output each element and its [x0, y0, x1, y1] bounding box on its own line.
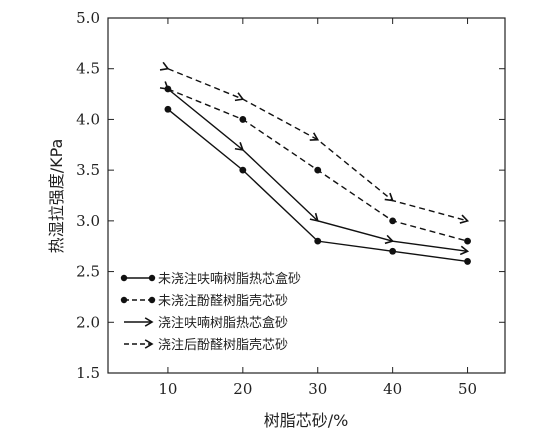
data-point-arrow: [159, 61, 170, 71]
legend-item: 未浇注呋喃树脂热芯盒砂: [120, 271, 301, 287]
y-tick-label: 2.5: [76, 263, 100, 281]
data-point: [314, 166, 322, 174]
legend-marker: [148, 296, 156, 304]
x-axis-label: 树脂芯砂/%: [264, 411, 349, 430]
legend-label: 浇注后酚醛树脂壳芯砂: [158, 337, 288, 353]
legend-label: 未浇注酚醛树脂壳芯砂: [158, 293, 288, 309]
y-tick-label: 2.0: [76, 313, 100, 331]
data-point-arrow: [309, 132, 320, 141]
data-point: [314, 237, 322, 245]
legend-marker: [148, 274, 156, 282]
data-point: [164, 105, 172, 113]
data-point: [464, 258, 471, 265]
y-tick-label: 4.0: [76, 110, 100, 128]
y-tick-label: 4.5: [76, 60, 100, 78]
x-tick-label: 20: [233, 380, 252, 398]
data-point: [389, 217, 397, 225]
x-tick-label: 30: [308, 380, 327, 398]
data-point-arrow: [459, 245, 470, 256]
data-point-arrow: [309, 212, 319, 222]
legend-item: 浇注后酚醛树脂壳芯砂: [124, 337, 288, 353]
y-tick-label: 3.5: [76, 161, 100, 179]
legend-label: 未浇注呋喃树脂热芯盒砂: [158, 271, 301, 287]
series-3: [159, 81, 470, 256]
legend-label: 浇注呋喃树脂热芯盒砂: [158, 315, 288, 331]
y-tick-label: 1.5: [76, 364, 100, 382]
legend-item: 未浇注酚醛树脂壳芯砂: [120, 293, 288, 309]
y-tick-label: 5.0: [76, 9, 100, 27]
x-tick-label: 50: [458, 380, 477, 398]
data-point-arrow: [459, 214, 470, 224]
legend-marker: [144, 317, 154, 327]
data-point-arrow: [159, 81, 170, 90]
legend-marker: [120, 274, 128, 282]
series-4: [159, 61, 470, 224]
data-point-arrow: [384, 234, 395, 245]
x-tick-label: 10: [158, 380, 177, 398]
data-point-arrow: [384, 192, 394, 202]
data-point-arrow: [234, 92, 245, 102]
y-tick-label: 3.0: [76, 212, 100, 230]
legend-marker: [120, 296, 128, 304]
data-point: [239, 116, 247, 123]
data-point-arrow: [234, 142, 245, 151]
data-point: [239, 166, 247, 174]
data-point: [464, 237, 471, 245]
y-axis-label: 热湿拉强度/KPa: [47, 139, 66, 254]
legend-item: 浇注呋喃树脂热芯盒砂: [124, 315, 288, 331]
series-line: [167, 68, 468, 222]
plot-frame: [107, 17, 506, 374]
series-1: [164, 105, 471, 265]
legend-marker: [144, 339, 154, 349]
data-point: [389, 247, 397, 255]
x-tick-label: 40: [383, 380, 402, 398]
